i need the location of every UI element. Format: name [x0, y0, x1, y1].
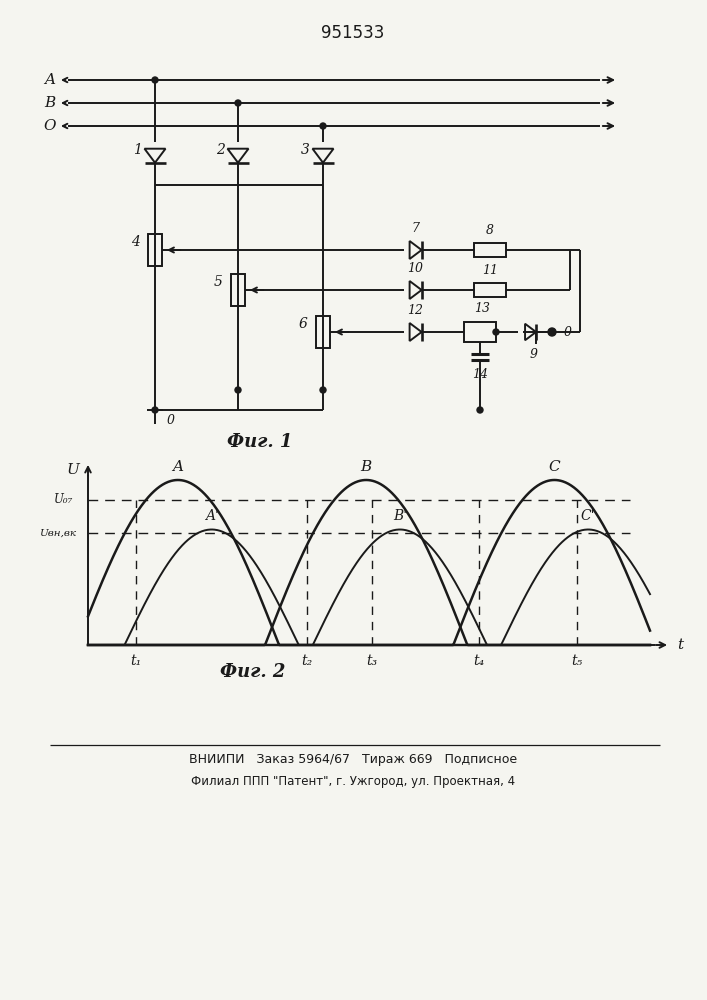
Text: t₅: t₅: [571, 654, 583, 668]
Text: 8: 8: [486, 224, 494, 236]
Bar: [474, 243, 506, 257]
Text: 4: 4: [131, 235, 139, 249]
Text: 11: 11: [482, 263, 498, 276]
Text: 9: 9: [530, 349, 538, 361]
Text: 10: 10: [407, 262, 423, 275]
Circle shape: [235, 100, 241, 106]
Text: Фиг. 2: Фиг. 2: [221, 663, 286, 681]
Text: O: O: [44, 119, 57, 133]
Text: 3: 3: [300, 143, 310, 157]
Text: ВНИИПИ   Заказ 5964/67   Тираж 669   Подписное: ВНИИПИ Заказ 5964/67 Тираж 669 Подписное: [189, 754, 517, 766]
Circle shape: [320, 123, 326, 129]
Text: A: A: [45, 73, 56, 87]
Circle shape: [320, 387, 326, 393]
Text: U: U: [66, 463, 79, 477]
Circle shape: [152, 77, 158, 83]
Circle shape: [152, 407, 158, 413]
Text: Филиал ППП "Патент", г. Ужгород, ул. Проектная, 4: Филиал ППП "Патент", г. Ужгород, ул. Про…: [191, 776, 515, 788]
Text: 5: 5: [214, 275, 223, 289]
Text: C': C': [581, 509, 595, 523]
Circle shape: [548, 328, 556, 336]
Bar: [464, 322, 496, 342]
Text: B: B: [361, 460, 372, 474]
Circle shape: [493, 329, 499, 335]
Text: 2: 2: [216, 143, 224, 157]
Bar: [316, 316, 330, 348]
Text: t₄: t₄: [473, 654, 484, 668]
Text: B': B': [393, 509, 407, 523]
Text: 0: 0: [167, 414, 175, 426]
Text: 7: 7: [411, 223, 419, 235]
Text: A': A': [205, 509, 218, 523]
Text: 1: 1: [133, 143, 141, 157]
Text: 6: 6: [298, 317, 308, 331]
Bar: [474, 283, 506, 297]
Bar: [148, 234, 162, 266]
Bar: [231, 274, 245, 306]
Text: Uвн,вк: Uвн,вк: [40, 528, 76, 537]
Text: A: A: [173, 460, 183, 474]
Text: Фиг. 1: Фиг. 1: [228, 433, 293, 451]
Text: 13: 13: [474, 302, 490, 316]
Text: 951533: 951533: [321, 24, 385, 42]
Text: U₀₇: U₀₇: [54, 493, 74, 506]
Text: C: C: [549, 460, 560, 474]
Circle shape: [477, 407, 483, 413]
Text: 0: 0: [564, 326, 572, 338]
Text: t₁: t₁: [130, 654, 141, 668]
Text: B: B: [45, 96, 56, 110]
Circle shape: [235, 387, 241, 393]
Text: 12: 12: [407, 304, 423, 318]
Text: t₃: t₃: [366, 654, 378, 668]
Text: 14: 14: [472, 367, 488, 380]
Text: t: t: [677, 638, 683, 652]
Text: t₂: t₂: [302, 654, 312, 668]
